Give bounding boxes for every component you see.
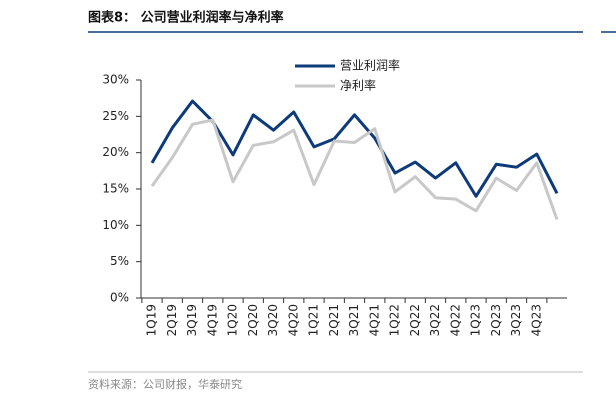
x-tick-label: 2Q20 bbox=[246, 304, 260, 336]
x-tick-label: 3Q23 bbox=[509, 304, 523, 336]
x-tick-label: 4Q22 bbox=[448, 304, 462, 336]
x-tick-label: 3Q22 bbox=[428, 304, 442, 336]
y-tick-label: 30% bbox=[102, 73, 129, 87]
y-tick-label: 25% bbox=[102, 109, 129, 123]
legend-label: 净利率 bbox=[340, 78, 376, 93]
x-tick-label: 1Q23 bbox=[469, 304, 483, 336]
x-tick-label: 3Q21 bbox=[347, 304, 361, 336]
x-tick-label: 2Q22 bbox=[408, 304, 422, 336]
series-line bbox=[150, 118, 559, 221]
x-tick-label: 1Q19 bbox=[145, 304, 159, 336]
x-tick-label: 2Q19 bbox=[165, 304, 179, 336]
x-tick-label: 4Q21 bbox=[367, 304, 381, 336]
legend-label: 营业利润率 bbox=[340, 58, 400, 73]
x-tick-label: 3Q19 bbox=[185, 304, 199, 336]
y-tick-label: 10% bbox=[102, 218, 129, 232]
x-tick-label: 4Q20 bbox=[286, 304, 300, 336]
y-tick-label: 5% bbox=[110, 254, 129, 268]
x-tick-label: 4Q19 bbox=[205, 304, 219, 336]
source: 资料来源：公司财报，华泰研究 bbox=[88, 377, 242, 391]
x-tick-label: 1Q22 bbox=[388, 304, 402, 336]
chart-title: 图表8： 公司营业利润率与净利率 bbox=[88, 10, 284, 26]
x-tick-label: 2Q23 bbox=[489, 304, 503, 336]
x-tick-label: 1Q21 bbox=[307, 304, 321, 336]
y-tick-label: 20% bbox=[102, 145, 129, 159]
y-tick-label: 0% bbox=[110, 291, 129, 305]
x-tick-label: 3Q20 bbox=[266, 304, 280, 336]
series-line bbox=[150, 99, 559, 198]
y-tick-label: 15% bbox=[102, 182, 129, 196]
x-tick-label: 1Q20 bbox=[226, 304, 240, 336]
x-tick-label: 4Q23 bbox=[529, 304, 543, 336]
x-tick-label: 2Q21 bbox=[327, 304, 341, 336]
